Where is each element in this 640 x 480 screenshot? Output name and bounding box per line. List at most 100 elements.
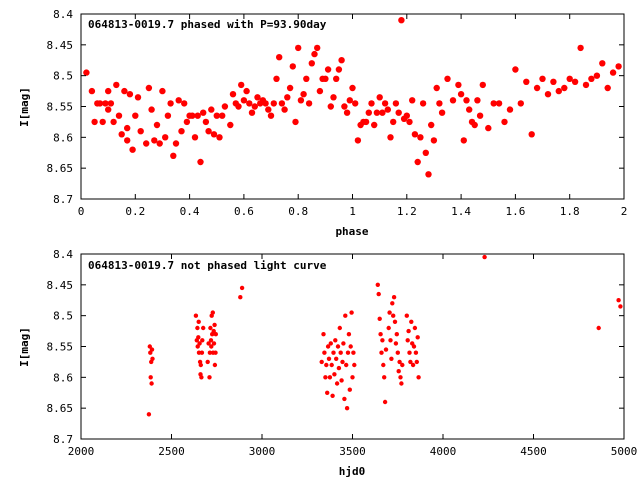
data-point	[512, 66, 519, 73]
data-point	[338, 350, 343, 355]
data-point	[342, 396, 347, 402]
data-point	[460, 137, 467, 144]
data-point	[474, 97, 481, 104]
data-point	[379, 109, 386, 116]
data-point	[99, 118, 106, 126]
data-point	[352, 362, 357, 368]
data-point	[376, 94, 383, 101]
data-point	[343, 109, 351, 116]
data-point	[219, 112, 226, 119]
data-point	[490, 100, 497, 107]
data-point	[193, 313, 199, 318]
data-point	[238, 81, 245, 89]
data-point	[149, 381, 154, 386]
data-point	[324, 66, 332, 73]
data-point	[416, 375, 421, 380]
data-point	[394, 332, 399, 337]
data-point	[198, 362, 203, 368]
data-point	[501, 118, 508, 126]
data-point	[148, 106, 155, 113]
data-point	[517, 100, 524, 107]
y-tick-label: 8.5	[53, 70, 73, 83]
data-point	[382, 375, 387, 380]
y-tick-label: 8.45	[47, 39, 74, 52]
data-points	[83, 17, 622, 178]
data-point	[102, 100, 109, 107]
data-point	[316, 87, 324, 95]
data-point	[495, 100, 503, 107]
data-point	[175, 97, 182, 104]
data-point	[183, 118, 191, 126]
data-point	[588, 75, 595, 83]
data-point	[335, 66, 343, 73]
data-point	[375, 282, 380, 287]
data-point	[346, 97, 353, 104]
data-point	[466, 106, 473, 113]
data-point	[212, 362, 218, 368]
data-point	[210, 131, 218, 138]
data-point	[455, 81, 462, 89]
data-point	[349, 310, 354, 315]
data-point	[383, 347, 389, 352]
data-point	[178, 128, 185, 135]
data-point	[153, 121, 161, 129]
phased-light-curve-panel: 0 0.2 0.4 0.6 0.8 1 1.2 1.4 1.6 1.8 2 8.48.458.58.…	[18, 8, 627, 238]
data-point	[371, 121, 378, 129]
data-point	[330, 94, 337, 101]
data-point	[308, 60, 315, 67]
data-point	[368, 100, 375, 107]
data-point	[334, 356, 339, 361]
data-point	[325, 344, 331, 349]
data-point	[205, 128, 212, 135]
data-point	[325, 390, 330, 395]
y-axis-label: I[mag]	[18, 87, 31, 127]
data-point	[276, 54, 283, 61]
data-point	[197, 158, 204, 166]
data-point	[170, 152, 177, 159]
data-point	[227, 121, 234, 129]
data-point	[386, 325, 391, 331]
data-point	[149, 347, 155, 352]
plot-frame	[80, 13, 625, 200]
data-point	[147, 344, 152, 349]
data-point	[609, 69, 617, 76]
data-point	[115, 112, 123, 119]
data-point	[604, 84, 611, 92]
data-point	[200, 338, 205, 343]
data-point	[408, 359, 413, 365]
data-point	[397, 359, 402, 365]
data-point	[398, 17, 405, 24]
data-point	[191, 134, 199, 141]
data-point	[300, 91, 307, 98]
data-point	[129, 146, 136, 153]
data-point	[248, 109, 256, 116]
data-point	[414, 359, 419, 365]
data-point	[398, 375, 403, 380]
data-point	[113, 81, 120, 89]
data-point	[216, 134, 223, 141]
data-point	[208, 106, 215, 113]
data-point	[457, 91, 465, 98]
data-point	[381, 362, 386, 368]
data-point	[391, 313, 396, 318]
data-point	[235, 103, 242, 110]
y-tick-labels: 8.4 8.45 8.5 8.55 8.6 8.65 8.7	[47, 8, 74, 206]
data-point	[324, 362, 329, 368]
data-point	[210, 310, 215, 315]
data-point	[485, 124, 492, 132]
data-point	[373, 109, 381, 116]
data-point	[389, 356, 394, 361]
data-point	[411, 131, 419, 138]
data-point	[390, 301, 395, 306]
x-tick-label: 4500	[520, 445, 547, 458]
data-point	[387, 134, 394, 141]
data-point	[350, 375, 355, 380]
data-point	[124, 137, 131, 144]
data-point	[239, 285, 245, 291]
data-point	[344, 362, 349, 368]
data-point	[151, 137, 158, 144]
data-point	[596, 325, 601, 331]
data-point	[343, 313, 348, 318]
data-point	[571, 78, 579, 86]
